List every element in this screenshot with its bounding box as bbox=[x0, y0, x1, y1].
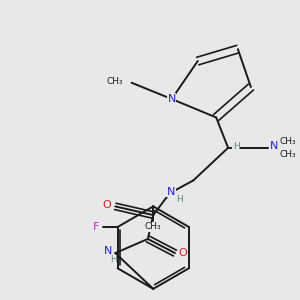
Text: CH₃: CH₃ bbox=[280, 137, 296, 146]
Text: N: N bbox=[167, 187, 175, 197]
Text: N: N bbox=[104, 246, 112, 256]
Text: N: N bbox=[167, 94, 176, 104]
Text: N: N bbox=[270, 141, 278, 151]
Text: CH₃: CH₃ bbox=[107, 76, 123, 85]
Text: H: H bbox=[233, 142, 240, 151]
Text: CH₃: CH₃ bbox=[280, 150, 296, 159]
Text: CH₃: CH₃ bbox=[145, 222, 162, 231]
Text: H: H bbox=[110, 255, 117, 264]
Text: O: O bbox=[103, 200, 111, 210]
Text: F: F bbox=[93, 222, 100, 232]
Text: O: O bbox=[179, 248, 188, 258]
Text: H: H bbox=[176, 195, 183, 204]
